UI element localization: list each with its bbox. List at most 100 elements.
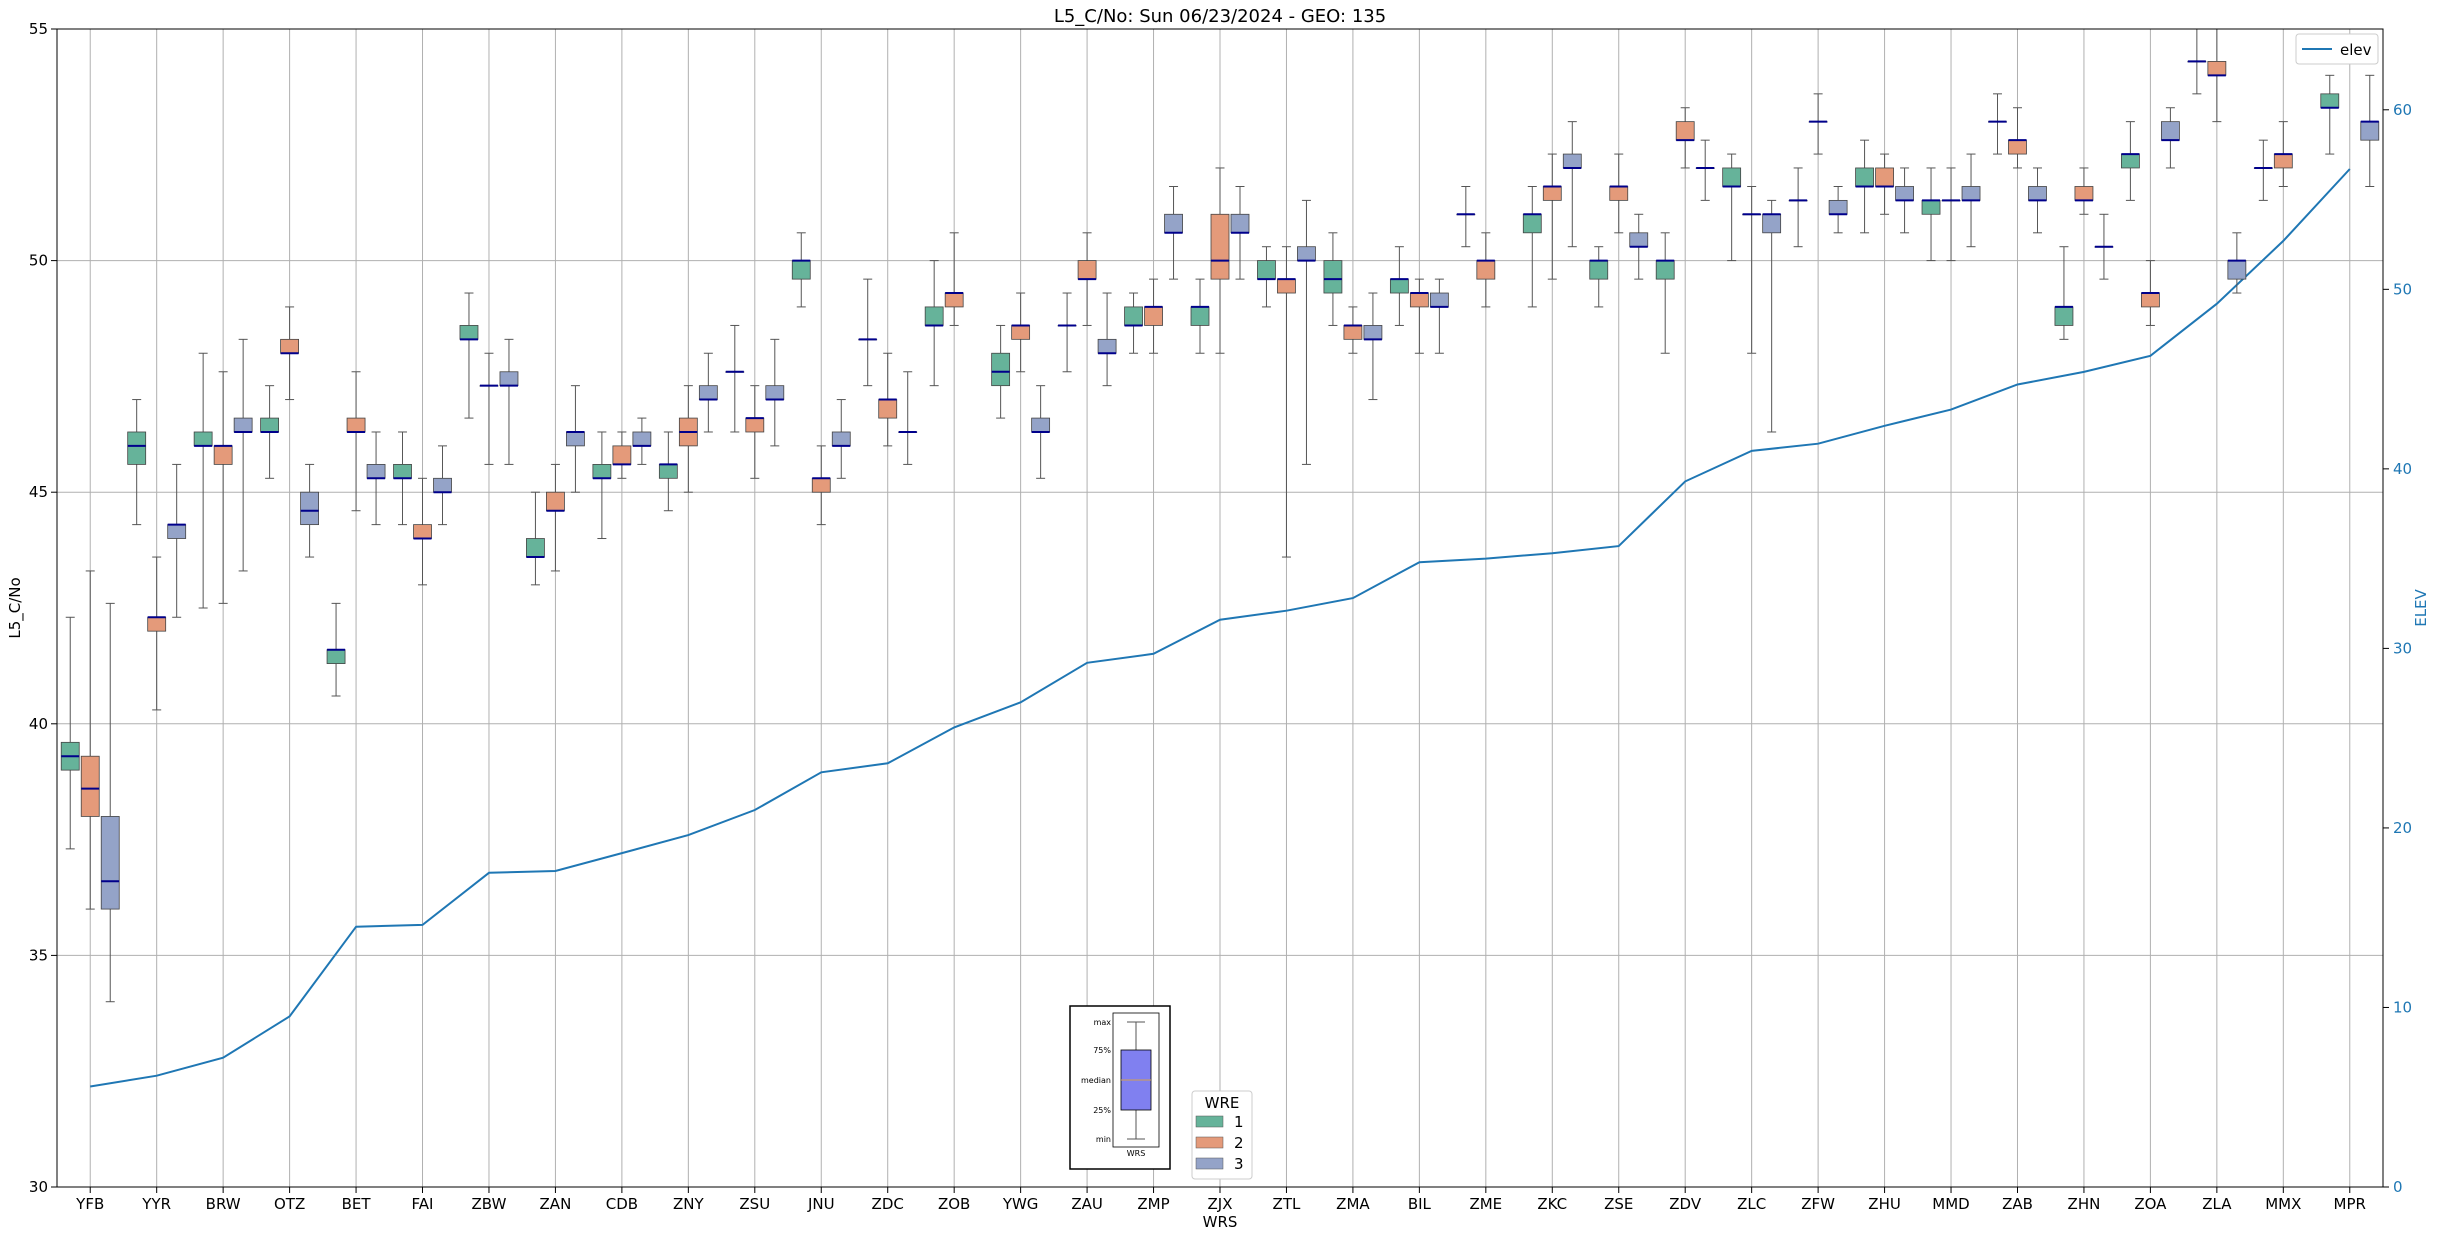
wre-legend-label-3: 3 [1234, 1155, 1244, 1173]
box-body [1210, 213, 1230, 280]
box-wre-2 [1144, 278, 1163, 354]
box-wre-1 [1257, 246, 1276, 308]
box-body [1828, 199, 1848, 215]
line-legend-label: elev [2340, 41, 2372, 59]
box-wre-3 [1429, 278, 1449, 354]
box-wre-2 [1542, 153, 1562, 280]
box-body [2140, 292, 2160, 308]
box-wre-1 [2120, 121, 2140, 201]
elev-layer [90, 168, 2351, 1088]
box-wre-1 [592, 431, 612, 540]
box-wre-3 [1961, 153, 1981, 248]
box-body [698, 385, 718, 400]
box-wre-3 [632, 417, 652, 465]
box-wre-1 [858, 278, 878, 387]
wre-legend-label-2: 2 [1234, 1134, 1244, 1152]
box-body [326, 649, 346, 664]
box-wre-2 [147, 556, 167, 711]
key-box-inner-frame [1112, 1012, 1160, 1148]
x-tick-label: YFB [75, 1195, 104, 1213]
box-body [366, 464, 386, 479]
box-body [433, 477, 452, 493]
box-wre-3 [1164, 185, 1183, 280]
box-wre-2 [1077, 232, 1097, 326]
box-wre-3 [2360, 74, 2380, 187]
box-wre-1 [1855, 139, 1874, 234]
box-wre-1 [1456, 185, 1476, 248]
box-body [1031, 417, 1051, 433]
x-tick-label: ZHN [2068, 1195, 2101, 1213]
box-wre-1 [1124, 292, 1143, 354]
x-tick-label: ZAB [2002, 1195, 2033, 1213]
box-wre-3 [300, 463, 320, 558]
box-body [2120, 153, 2140, 169]
box-wre-3 [1695, 139, 1715, 201]
box-body [260, 417, 280, 433]
key-label-q1: 25% [1093, 1106, 1111, 1115]
x-tick-label: MMX [2265, 1195, 2301, 1213]
box-body [1144, 306, 1163, 326]
x-tick-label: ZFW [1801, 1195, 1835, 1213]
box-wre-2 [80, 570, 100, 910]
box-wre-2 [1476, 232, 1496, 308]
box-wre-2 [546, 463, 565, 572]
y-tick-label: 30 [29, 1178, 48, 1196]
box-wre-2 [479, 352, 499, 465]
box-body [233, 417, 253, 433]
x-tick-label: BET [342, 1195, 372, 1213]
box-wre-3 [1031, 385, 1051, 479]
axis-layer: 30 35 40 45 50 55 0 10 20 30 40 50 60 YFB YYR BRW OTZ BET… [29, 20, 2412, 1213]
box-wre-3 [831, 399, 851, 479]
box-wre-2 [1277, 246, 1296, 558]
box-wre-1 [791, 232, 811, 308]
x-tick-label: JNU [807, 1195, 835, 1213]
wre-legend-swatch-3 [1195, 1157, 1224, 1170]
box-body [1961, 186, 1981, 201]
box-wre-3 [2227, 232, 2247, 294]
x-tick-label: ZBW [472, 1195, 507, 1213]
grid-layer [57, 28, 2383, 1188]
box-body [1921, 199, 1941, 215]
x-tick-label: ZHU [1868, 1195, 1901, 1213]
box-body [2360, 121, 2380, 141]
x-tick-label: ZSU [739, 1195, 770, 1213]
box-body [2074, 186, 2094, 201]
box-wre-1 [1921, 167, 1941, 262]
box-body [2273, 153, 2293, 169]
y-axis-right-label: ELEV [2412, 588, 2430, 626]
y-right-tick-label: 60 [2393, 101, 2412, 119]
x-tick-label: ZJX [1208, 1195, 1233, 1213]
box-wre-1 [991, 324, 1011, 419]
box-wre-2 [1941, 167, 1961, 262]
box-wre-1 [2054, 246, 2074, 340]
y-axis-label: L5_C/No [6, 577, 25, 638]
wre-legend-title: WRE [1205, 1094, 1240, 1112]
box-body [765, 385, 785, 400]
x-tick-label: YWG [1002, 1195, 1039, 1213]
box-body [2227, 260, 2247, 280]
box-body [612, 445, 632, 465]
box-body [1164, 213, 1183, 234]
box-wre-1 [1589, 246, 1609, 308]
box-wre-1 [193, 352, 213, 609]
box-body [1429, 292, 1449, 308]
box-wre-2 [2008, 107, 2027, 169]
box-wre-1 [1788, 167, 1808, 248]
x-tick-label: ZAU [1071, 1195, 1103, 1213]
box-body [566, 431, 585, 447]
box-body [632, 431, 652, 447]
box-wre-3 [2028, 167, 2047, 234]
box-body [100, 816, 120, 910]
box-wre-2 [811, 445, 831, 526]
box-body [413, 524, 432, 539]
box-wre-3 [1828, 185, 1848, 234]
box-body [1257, 260, 1276, 280]
box-wre-3 [366, 431, 386, 526]
box-body [1855, 167, 1874, 187]
key-box-frame [1069, 1005, 1171, 1170]
y-tick-label: 40 [29, 715, 48, 733]
box-wre-3 [566, 385, 585, 493]
box-body [831, 431, 851, 447]
box-body [1655, 260, 1675, 280]
key-label-min: min [1096, 1135, 1111, 1144]
